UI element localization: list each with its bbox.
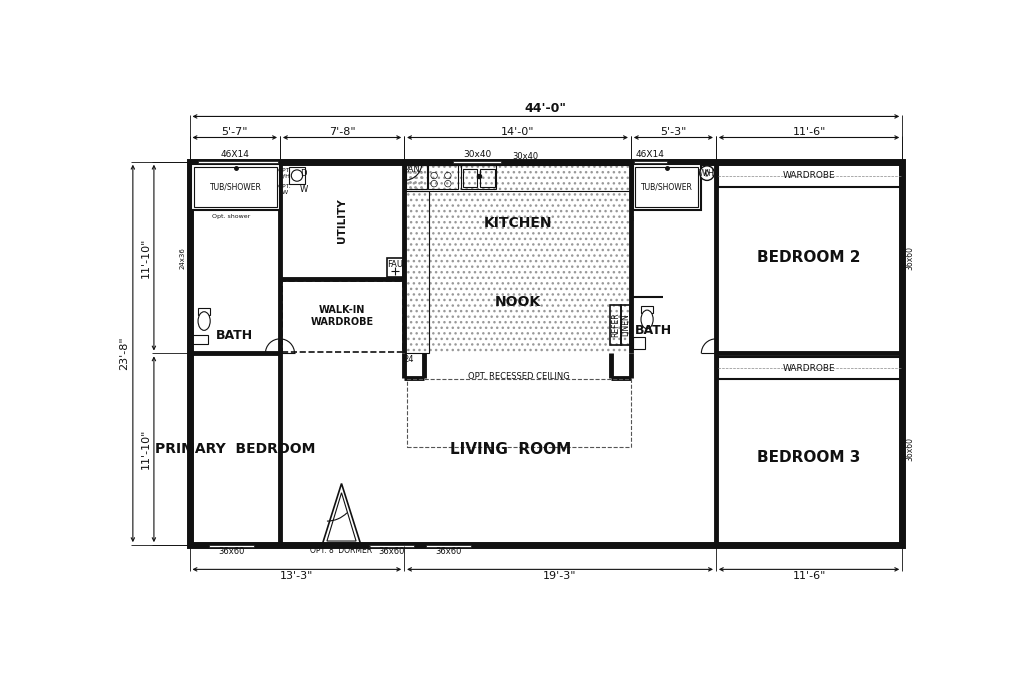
Bar [622,305,631,346]
Text: 30x40: 30x40 [513,152,539,162]
Text: WARDROBE: WARDROBE [783,363,836,373]
Text: 44'-0": 44'-0" [525,102,567,115]
Bar [461,165,497,189]
Text: 11'-6": 11'-6" [793,127,825,137]
Bar [198,161,279,162]
Text: 24x36: 24x36 [179,246,185,269]
Bar [636,167,697,206]
Bar [387,258,402,277]
Text: 36x60: 36x60 [906,437,914,461]
Text: 7'-8": 7'-8" [329,127,355,137]
Bar [191,335,208,344]
Text: BATH: BATH [635,325,672,337]
Text: PRIMARY  BEDROOM: PRIMARY BEDROOM [155,442,315,456]
Bar [404,162,630,352]
Bar [198,308,210,315]
Bar [480,169,495,187]
Bar [610,305,622,346]
Text: 46X14: 46X14 [636,150,665,159]
Text: BEDROOM 3: BEDROOM 3 [758,450,861,465]
Bar [453,161,502,162]
Text: LIVING  ROOM: LIVING ROOM [451,442,571,457]
Bar [719,357,900,378]
Bar [404,165,630,191]
Text: 24: 24 [403,354,415,363]
Text: 11'-6": 11'-6" [793,571,825,581]
Bar [189,162,902,545]
Text: WALK-IN
WARDROBE: WALK-IN WARDROBE [310,306,374,327]
Text: WARDROBE: WARDROBE [783,171,836,180]
Text: UTILITY: UTILITY [337,198,347,242]
Text: FAU: FAU [387,260,402,269]
Text: Opt. shower: Opt. shower [212,215,250,219]
Text: 36x60: 36x60 [906,246,914,270]
Text: OPT. RECESSED CEILING: OPT. RECESSED CEILING [468,372,570,382]
Bar [428,165,458,189]
Text: 11'-10": 11'-10" [141,429,151,469]
Bar [195,167,278,208]
Bar [289,166,305,185]
Text: OPT. 8' DORMER: OPT. 8' DORMER [310,546,373,555]
Ellipse shape [198,312,210,331]
Text: 19'-3": 19'-3" [544,571,577,581]
Text: 36x60: 36x60 [435,547,462,556]
Text: KITCHEN: KITCHEN [483,217,552,230]
Bar [719,164,900,187]
Text: W: W [299,185,307,194]
Text: TUB/SHOWER: TUB/SHOWER [210,183,262,191]
Circle shape [699,166,715,181]
Bar [408,380,631,447]
Text: 46X14: 46X14 [220,150,249,159]
Bar [404,191,429,352]
Text: 11'-10": 11'-10" [141,238,151,278]
Bar [282,280,402,352]
Bar [191,164,280,210]
Bar [463,169,477,187]
Bar [634,161,667,162]
Text: TUB/SHOWER: TUB/SHOWER [641,183,692,191]
Bar [426,545,471,547]
Text: 36x60: 36x60 [218,547,245,556]
Text: OPT.
O/H: OPT. O/H [278,168,292,179]
Bar [406,165,427,189]
Text: PAN.: PAN. [403,166,423,175]
Text: OPT.
W: OPT. W [278,184,292,195]
Text: BATH: BATH [216,329,253,342]
Text: 36x60: 36x60 [379,547,404,556]
Text: 5'-7": 5'-7" [221,127,248,137]
Text: 23'-8": 23'-8" [119,337,129,370]
Bar [209,545,254,547]
Text: 13'-3": 13'-3" [281,571,313,581]
Text: 14'-0": 14'-0" [501,127,535,137]
Text: NOOK: NOOK [495,295,541,308]
Text: 30x40: 30x40 [463,150,492,159]
Bar [633,164,700,210]
Text: W/H: W/H [699,168,715,178]
Ellipse shape [641,310,653,329]
Bar [633,337,645,348]
Text: 5'-3": 5'-3" [660,127,686,137]
Bar [641,306,653,313]
Text: REFER: REFER [611,313,620,337]
Text: D: D [300,168,307,178]
Text: BEDROOM 2: BEDROOM 2 [758,250,861,265]
Text: LINEN: LINEN [622,314,631,337]
Bar [369,545,415,547]
